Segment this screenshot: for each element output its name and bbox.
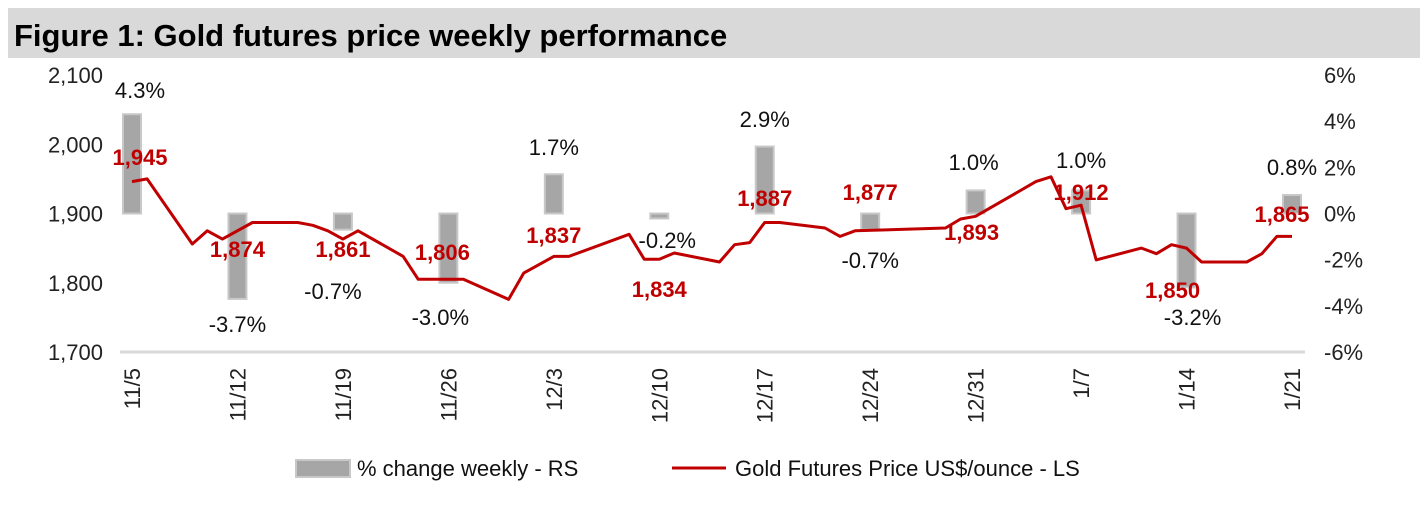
left-axis-tick-label: 2,100 bbox=[48, 63, 103, 88]
pct-change-label: 1.0% bbox=[1056, 148, 1106, 173]
legend-line-label: Gold Futures Price US$/ounce - LS bbox=[735, 456, 1080, 481]
pct-change-label: 2.9% bbox=[740, 107, 790, 132]
left-axis-tick-label: 1,700 bbox=[48, 340, 103, 365]
x-axis-tick-label: 1/14 bbox=[1175, 368, 1200, 411]
right-axis-tick-label: 2% bbox=[1324, 155, 1356, 180]
price-label: 1,945 bbox=[112, 145, 167, 170]
right-axis-tick-label: -4% bbox=[1324, 294, 1363, 319]
pct-change-label: -0.7% bbox=[304, 279, 361, 304]
x-axis-tick-label: 1/21 bbox=[1280, 368, 1305, 411]
right-axis: -6% -4% -2% 0% 2% 4% 6% bbox=[1324, 63, 1363, 365]
price-label: 1,806 bbox=[415, 240, 470, 265]
left-axis-tick-label: 2,000 bbox=[48, 132, 103, 157]
legend-bar-swatch bbox=[295, 459, 351, 478]
bar bbox=[1282, 194, 1302, 215]
bar bbox=[860, 212, 881, 231]
price-label: 1,874 bbox=[210, 237, 266, 262]
price-label: 1,893 bbox=[944, 220, 999, 245]
price-label: 1,865 bbox=[1254, 202, 1309, 227]
pct-change-label: 1.0% bbox=[949, 150, 999, 175]
bar-data-labels: 4.3% -3.7% -0.7% -3.0% 1.7% -0.2% 2.9% -0.7% 1.0… bbox=[115, 78, 1317, 337]
x-axis-tick-label: 12/17 bbox=[753, 368, 778, 423]
right-axis-tick-label: -2% bbox=[1324, 248, 1363, 273]
right-axis-tick-label: 6% bbox=[1324, 63, 1356, 88]
bar bbox=[543, 173, 564, 215]
price-data-labels: 1,945 1,874 1,861 1,806 1,837 1,834 1,887 1,877… bbox=[112, 145, 1309, 303]
right-axis-tick-label: 0% bbox=[1324, 202, 1356, 227]
line-series bbox=[131, 175, 1292, 301]
chart-title: Figure 1: Gold futures price weekly perf… bbox=[14, 18, 727, 53]
price-label: 1,850 bbox=[1145, 278, 1200, 303]
price-label: 1,861 bbox=[315, 237, 370, 262]
pct-change-label: -3.0% bbox=[412, 305, 469, 330]
bar bbox=[649, 212, 670, 220]
left-axis-tick-label: 1,800 bbox=[48, 271, 103, 296]
pct-change-label: -3.7% bbox=[209, 312, 266, 337]
left-axis: 1,700 1,800 1,900 2,000 2,100 bbox=[48, 63, 103, 365]
x-axis-tick-label: 11/5 bbox=[120, 368, 145, 409]
bar bbox=[754, 145, 775, 215]
price-label: 1,837 bbox=[526, 223, 581, 248]
left-axis-tick-label: 1,900 bbox=[48, 202, 103, 227]
x-axis-tick-label: 11/26 bbox=[436, 368, 461, 421]
bar bbox=[965, 189, 986, 215]
pct-change-label: 1.7% bbox=[529, 135, 579, 160]
title-bar bbox=[8, 8, 1420, 58]
bar bbox=[438, 212, 459, 284]
x-axis: 11/5 11/12 11/19 11/26 12/3 12/10 12/17 12/24 12… bbox=[120, 368, 1305, 423]
pct-change-label: -3.2% bbox=[1164, 305, 1221, 330]
x-axis-tick-label: 12/24 bbox=[858, 368, 883, 423]
bar-series bbox=[122, 113, 1302, 300]
x-axis-tick-label: 12/3 bbox=[542, 368, 567, 411]
price-label: 1,834 bbox=[632, 277, 688, 302]
legend: % change weekly - RS Gold Futures Price … bbox=[295, 456, 1080, 481]
right-axis-tick-label: 4% bbox=[1324, 109, 1356, 134]
bar bbox=[122, 113, 142, 215]
x-axis-tick-label: 11/12 bbox=[225, 368, 250, 421]
bar bbox=[332, 212, 353, 231]
pct-change-label: 4.3% bbox=[115, 78, 165, 103]
x-axis-tick-label: 12/31 bbox=[964, 368, 989, 423]
price-label: 1,887 bbox=[737, 186, 792, 211]
price-label: 1,912 bbox=[1054, 180, 1109, 205]
pct-change-label: 0.8% bbox=[1267, 155, 1317, 180]
right-axis-tick-label: -6% bbox=[1324, 340, 1363, 365]
x-axis-tick-label: 11/19 bbox=[331, 368, 356, 421]
x-axis-tick-label: 1/7 bbox=[1069, 368, 1094, 399]
legend-bar-label: % change weekly - RS bbox=[357, 456, 578, 481]
bar bbox=[1176, 212, 1197, 289]
pct-change-label: -0.2% bbox=[639, 228, 696, 253]
price-label: 1,877 bbox=[843, 180, 898, 205]
pct-change-label: -0.7% bbox=[841, 248, 898, 273]
price-line bbox=[131, 175, 1292, 301]
x-axis-tick-label: 12/10 bbox=[647, 368, 672, 423]
